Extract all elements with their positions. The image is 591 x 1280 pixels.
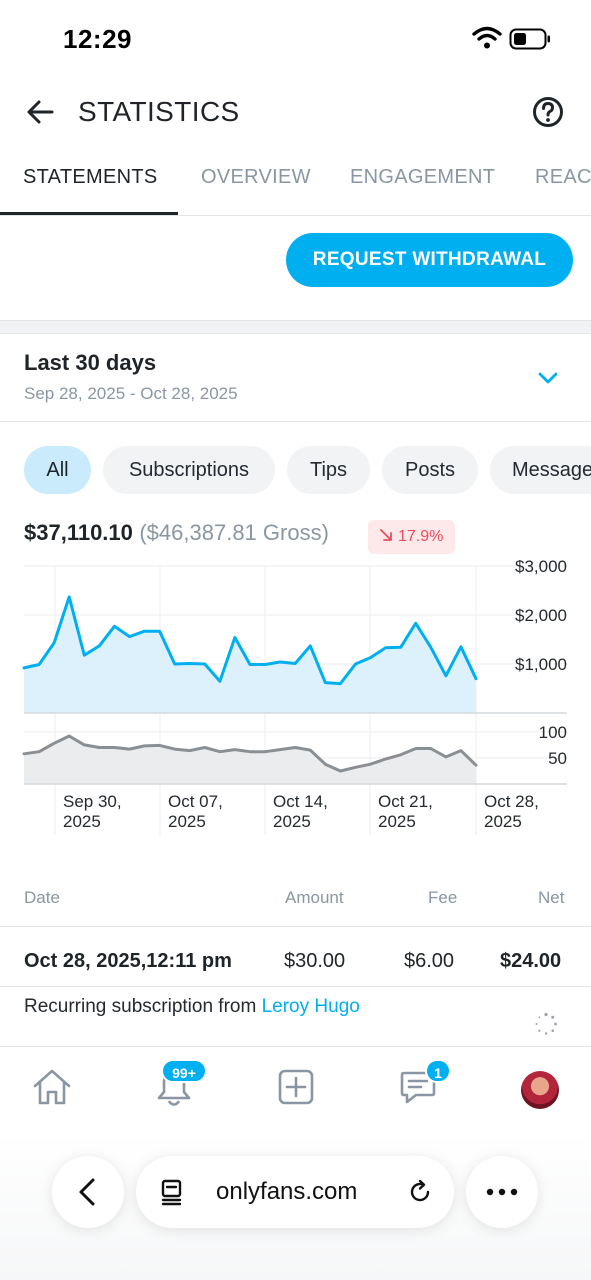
x-tick-label: 2025 <box>378 812 416 831</box>
x-tick-label: 2025 <box>63 812 101 831</box>
row-net: $24.00 <box>500 950 562 972</box>
row-date: Oct 28, 2025,12:11 pm <box>24 950 232 972</box>
row-description: Recurring subscription from Leroy Hugo <box>24 996 360 1018</box>
table-row[interactable]: Oct 28, 2025,12:11 pm $30.00 $6.00 $24.0… <box>0 940 591 988</box>
date-range-dates: Sep 28, 2025 - Oct 28, 2025 <box>24 384 238 403</box>
filter-all[interactable]: All <box>24 446 91 494</box>
table-header: Date Amount Fee Net <box>0 880 591 920</box>
x-tick-label: 2025 <box>168 812 206 831</box>
add-post-icon[interactable] <box>274 1065 318 1109</box>
reload-icon[interactable] <box>406 1178 434 1206</box>
tab-reach[interactable]: REACH <box>535 166 591 188</box>
change-badge: 17.9% <box>368 520 456 554</box>
status-bar: 12:29 <box>0 0 591 80</box>
subscriber-link[interactable]: Leroy Hugo <box>261 996 360 1017</box>
series-area-amount <box>24 596 476 713</box>
filter-tips[interactable]: Tips <box>287 446 370 494</box>
column-net: Net <box>538 888 565 907</box>
browser-back-button[interactable] <box>52 1156 124 1228</box>
series-line-amount <box>22 595 478 686</box>
series-area-count <box>24 736 476 784</box>
row-amount: $30.00 <box>284 950 346 972</box>
trend-down-icon <box>380 529 392 541</box>
filter-subscriptions[interactable]: Subscriptions <box>103 446 275 494</box>
y-tick-label: $2,000 <box>515 606 567 625</box>
back-arrow-icon[interactable] <box>22 94 58 130</box>
x-tick-label: 2025 <box>484 812 522 831</box>
loading-spinner-icon <box>535 1012 557 1035</box>
home-icon[interactable] <box>30 1065 74 1109</box>
active-tab-indicator <box>0 212 178 215</box>
date-range-title: Last 30 days <box>24 350 157 375</box>
row-description-text: Recurring subscription from <box>24 996 257 1017</box>
filter-posts[interactable]: Posts <box>382 446 478 494</box>
y-tick-label: 50 <box>548 749 567 768</box>
url-text: onlyfans.com <box>216 1178 358 1205</box>
y-tick-label: 100 <box>539 723 567 742</box>
section-divider <box>0 320 591 334</box>
column-fee: Fee <box>428 888 458 907</box>
filter-chips: All Subscriptions Tips Posts Messages <box>0 444 591 496</box>
browser-back-icon <box>79 1178 95 1206</box>
tab-engagement[interactable]: ENGAGEMENT <box>350 166 496 188</box>
column-amount: Amount <box>285 888 344 907</box>
net-total: $37,110.10 <box>24 520 133 545</box>
tab-overview[interactable]: OVERVIEW <box>201 166 311 188</box>
filter-messages[interactable]: Messages <box>490 446 591 494</box>
column-date: Date <box>24 888 60 907</box>
more-dots-icon <box>486 1188 518 1196</box>
table-divider <box>0 926 591 927</box>
tab-statements[interactable]: STATEMENTS <box>23 166 158 188</box>
help-icon[interactable] <box>530 94 566 130</box>
battery-icon <box>509 28 550 50</box>
change-value: 17.9% <box>398 528 444 545</box>
reader-mode-icon[interactable] <box>158 1178 186 1206</box>
x-tick-label: Oct 14, <box>273 792 328 811</box>
messages-badge: 1 <box>425 1059 451 1083</box>
address-bar[interactable]: onlyfans.com <box>136 1156 454 1228</box>
row-divider <box>0 986 591 987</box>
x-tick-label: Oct 21, <box>378 792 433 811</box>
status-time: 12:29 <box>63 24 132 54</box>
x-tick-label: Oct 28, <box>484 792 539 811</box>
x-tick-label: 2025 <box>273 812 311 831</box>
chevron-down-icon <box>538 372 558 384</box>
y-tick-label: $3,000 <box>515 560 567 576</box>
wifi-icon <box>472 26 502 49</box>
more-menu-button[interactable] <box>466 1156 538 1228</box>
browser-toolbar: onlyfans.com <box>0 1132 591 1280</box>
tab-bar: STATEMENTS OVERVIEW ENGAGEMENT REACH <box>0 150 591 216</box>
x-tick-label: Oct 07, <box>168 792 223 811</box>
row-fee: $6.00 <box>404 950 455 972</box>
y-tick-label: $1,000 <box>515 655 567 674</box>
request-withdrawal-button[interactable]: REQUEST WITHDRAWAL <box>286 233 573 287</box>
notifications-badge: 99+ <box>161 1059 207 1083</box>
page-title: STATISTICS <box>78 96 240 127</box>
earnings-summary: $37,110.10 ($46,387.81 Gross) <box>24 520 329 554</box>
bottom-nav: 99+ 1 <box>0 1046 591 1132</box>
date-range-selector[interactable]: Last 30 days Sep 28, 2025 - Oct 28, 2025 <box>0 334 591 422</box>
gross-total: ($46,387.81 Gross) <box>139 520 329 545</box>
header: STATISTICS <box>0 80 591 146</box>
series-line-count <box>22 734 478 773</box>
x-tick-label: Sep 30, <box>63 792 122 811</box>
profile-avatar[interactable] <box>521 1071 559 1109</box>
